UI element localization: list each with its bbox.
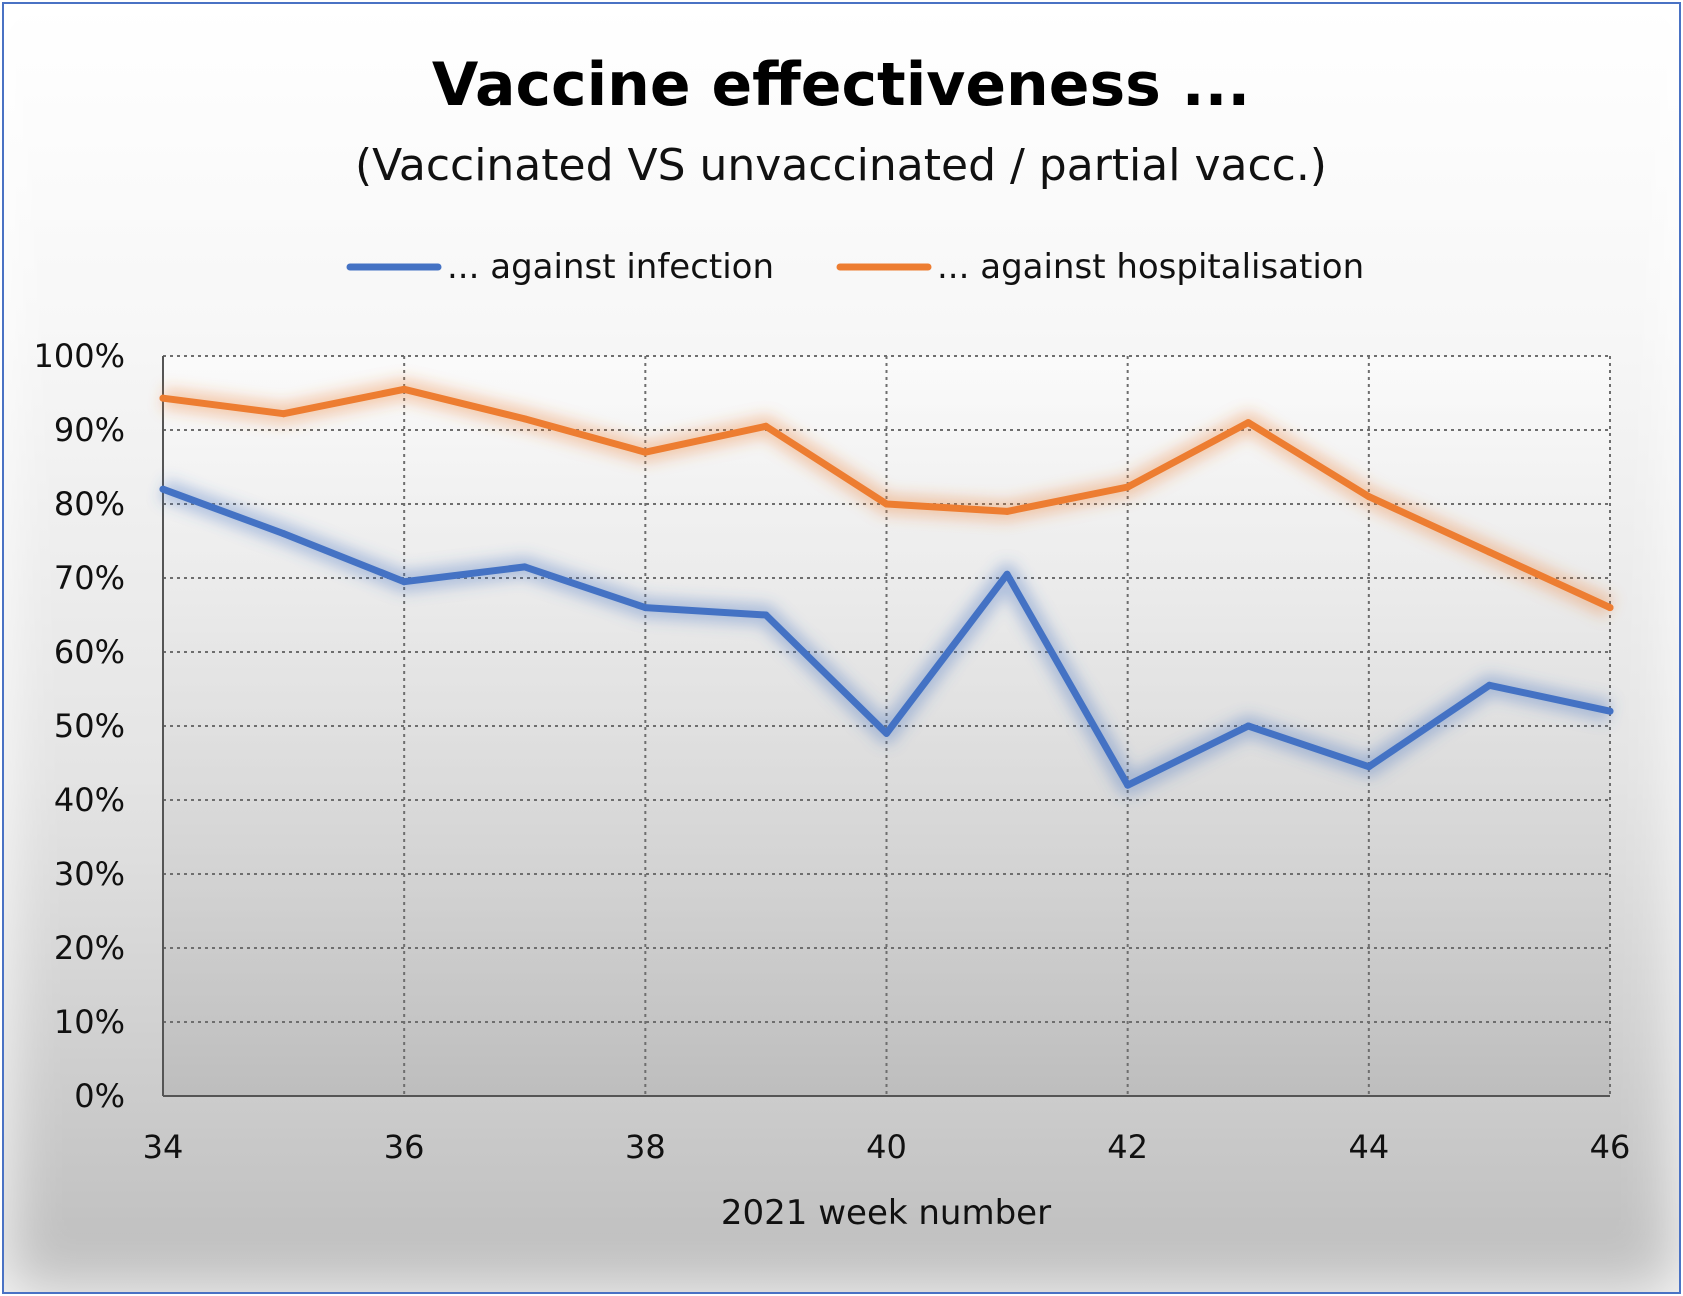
y-tick-label: 50%	[54, 707, 125, 745]
data-point-infection	[641, 604, 649, 612]
data-point-hospitalisation	[1244, 419, 1252, 427]
data-point-hospitalisation	[159, 394, 167, 402]
y-tick-label: 40%	[54, 781, 125, 819]
data-point-infection	[1365, 763, 1373, 771]
data-point-infection	[1606, 707, 1614, 715]
data-point-infection	[1124, 781, 1132, 789]
y-tick-label: 100%	[34, 337, 125, 375]
data-point-infection	[280, 530, 288, 538]
x-tick-label: 42	[1107, 1128, 1148, 1166]
data-point-infection	[1003, 570, 1011, 578]
data-point-infection	[400, 578, 408, 586]
y-tick-label: 90%	[54, 411, 125, 449]
data-point-infection	[1485, 681, 1493, 689]
chart-title: Vaccine effectiveness ...	[432, 50, 1250, 120]
grid	[163, 355, 1611, 1096]
x-tick-label: 34	[143, 1128, 184, 1166]
axes	[162, 356, 1610, 1097]
data-point-hospitalisation	[280, 410, 288, 418]
data-point-hospitalisation	[1485, 548, 1493, 556]
y-tick-label: 0%	[74, 1077, 125, 1115]
data-point-infection	[159, 485, 167, 493]
data-point-infection	[883, 729, 890, 737]
series-layer	[159, 378, 1615, 797]
data-point-infection	[1244, 722, 1252, 730]
data-point-hospitalisation	[762, 422, 770, 430]
y-tick-label: 80%	[54, 485, 125, 523]
y-tick-label: 30%	[54, 855, 125, 893]
data-point-hospitalisation	[1124, 483, 1132, 491]
legend-label-hospitalisation: ... against hospitalisation	[937, 247, 1364, 287]
data-point-hospitalisation	[521, 415, 529, 423]
y-tick-label: 60%	[54, 633, 125, 671]
data-point-infection	[521, 563, 529, 571]
x-tick-label: 38	[625, 1128, 666, 1166]
data-point-hospitalisation	[1606, 604, 1614, 612]
chart-subtitle: (Vaccinated VS unvaccinated / partial va…	[355, 140, 1327, 191]
data-point-hospitalisation	[883, 500, 890, 508]
y-tick-label: 70%	[54, 559, 125, 597]
y-tick-label: 20%	[54, 929, 125, 967]
legend: ... against infection ... against hospit…	[346, 247, 1364, 287]
data-point-hospitalisation	[1365, 493, 1373, 501]
x-axis-label: 2021 week number	[721, 1193, 1051, 1233]
data-point-hospitalisation	[1003, 507, 1011, 515]
data-point-hospitalisation	[641, 448, 649, 456]
x-tick-label: 40	[866, 1128, 907, 1166]
x-tick-labels: 34 36 38 40 42 44 46	[143, 1128, 1631, 1166]
y-tick-labels: 0% 10% 20% 30% 40% 50% 60% 70% 80% 90% 100%	[34, 337, 125, 1115]
data-point-hospitalisation	[400, 385, 408, 393]
x-tick-label: 44	[1348, 1128, 1389, 1166]
y-tick-label: 10%	[54, 1003, 125, 1041]
legend-label-infection: ... against infection	[447, 247, 774, 287]
data-point-infection	[762, 611, 770, 619]
x-tick-label: 46	[1590, 1128, 1631, 1166]
x-tick-label: 36	[384, 1128, 425, 1166]
